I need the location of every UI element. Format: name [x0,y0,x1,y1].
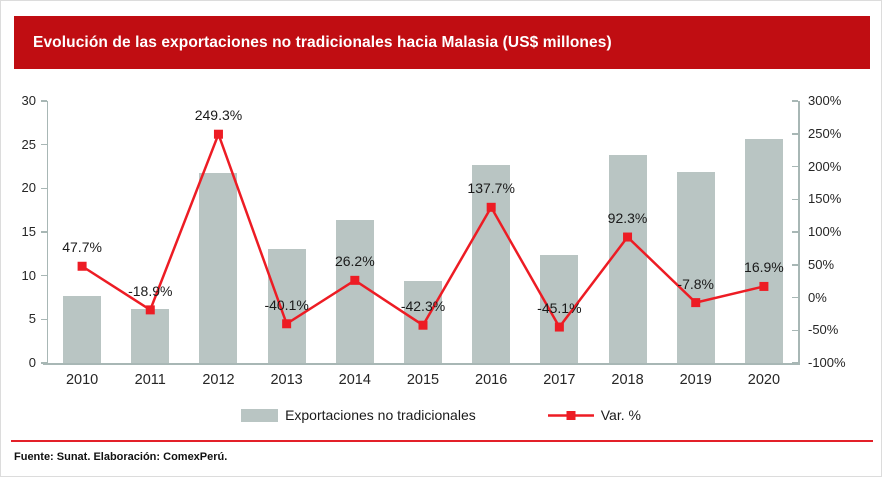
chart-legend: Exportaciones no tradicionales Var. % [1,407,881,423]
left-axis-line [46,101,48,363]
var-label-2020: 16.9% [744,259,784,276]
right-axis-tick [792,100,798,102]
x-axis-label-2010: 2010 [65,372,99,388]
right-axis-tick [792,231,798,233]
left-axis-tick-label: 30 [21,93,36,108]
var-label-2016: 137.7% [467,180,515,197]
var-label-2018: 92.3% [607,210,648,227]
right-axis-tick [792,296,798,299]
right-axis-tick-label: 100% [808,224,842,239]
right-axis-tick-label: 250% [808,125,842,141]
left-axis-tick-label: 10 [21,267,36,283]
legend-line-label: Var. % [600,407,641,423]
var-label-2014: 26.2% [334,253,375,270]
bar-2020 [744,138,783,363]
left-axis-tick [40,143,47,146]
var-label-2017: -45.1% [537,300,582,317]
var-label-2013: -40.1% [264,296,309,313]
left-axis-tick [40,318,47,321]
right-axis-tick-label: 200% [808,158,842,174]
left-axis-tick [40,100,47,102]
bar-2011 [131,308,170,363]
right-axis-tick [792,198,798,200]
chart-title-bar: Evolución de las exportaciones no tradic… [14,16,870,69]
x-axis-label-2020: 2020 [747,372,781,388]
x-axis-line [43,363,800,365]
footer-divider [11,440,873,442]
x-axis-label-2019: 2019 [679,372,712,388]
x-axis-label-2015: 2015 [406,372,440,388]
x-axis-label-2013: 2013 [270,372,303,388]
var-label-2011: -18.9% [128,282,173,299]
right-axis-tick-label: 0% [808,289,827,305]
bar-2018 [608,155,647,363]
var-label-2012: 249.3% [194,107,243,124]
right-axis-tick-label: 50% [808,256,835,272]
bar-2010 [63,295,102,363]
x-axis-label-2017: 2017 [543,372,576,388]
left-axis-tick-label: 15 [21,224,36,239]
legend-bar-label: Exportaciones no tradicionales [285,407,476,423]
legend-item-var: Var. % [547,407,641,423]
bar-2019 [676,171,715,363]
var-marker-2012 [213,129,223,139]
right-axis-tick-label: 150% [808,191,842,207]
bar-2014 [335,219,374,363]
left-axis-tick [40,274,47,277]
x-axis-label-2018: 2018 [611,372,644,388]
var-label-2010: 47.7% [62,239,102,256]
left-axis-tick [40,231,47,233]
var-label-2019: -7.8% [677,275,715,292]
left-axis-tick [40,362,47,364]
left-axis-tick-label: 25 [21,136,36,152]
right-axis-tick-label: 300% [808,93,842,108]
right-axis-tick [792,165,798,168]
right-axis-tick-label: -100% [808,355,846,370]
source-note: Fuente: Sunat. Elaboración: ComexPerú. [14,451,228,463]
var-label-2015: -42.3% [400,298,446,315]
bar-2015 [404,280,442,363]
x-axis-label-2012: 2012 [202,372,235,388]
legend-line-marker-icon [547,410,594,420]
var-marker-2010 [77,261,87,271]
left-axis-tick-label: 20 [21,180,36,196]
left-axis-tick-label: 5 [28,311,36,327]
right-axis-tick [792,329,798,331]
right-axis-tick [792,362,798,364]
left-axis-tick [40,187,47,190]
x-axis-label-2014: 2014 [338,372,371,388]
x-axis-label-2011: 2011 [134,372,166,388]
legend-item-exportaciones: Exportaciones no tradicionales [241,407,476,423]
left-axis-tick-label: 0 [28,355,36,370]
legend-bar-swatch-icon [241,408,279,422]
bar-2012 [199,172,238,363]
right-axis-line [798,101,800,363]
chart-title: Evolución de las exportaciones no tradic… [33,33,612,51]
right-axis-tick-label: -50% [808,322,839,338]
x-axis-label-2016: 2016 [475,372,508,388]
right-axis-tick [792,133,798,135]
right-axis-tick [792,264,798,266]
